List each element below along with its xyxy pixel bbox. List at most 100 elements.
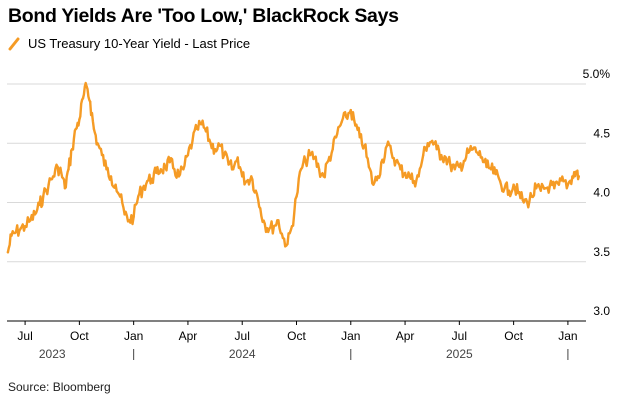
data-point [81,97,85,100]
data-point [516,191,520,195]
data-point [47,183,50,186]
data-point [259,207,262,210]
y-axis-ticks: 5.0% 4.5 4.0 3.5 3.0 [583,67,611,318]
data-point [476,151,479,154]
data-point [412,180,416,183]
data-point [19,227,22,230]
source-note: Source: Bloomberg [8,380,111,394]
data-point [431,139,434,143]
data-point [182,168,185,171]
data-point [213,148,217,151]
y-tick-label: 3.0 [593,304,610,318]
data-point [277,219,280,222]
data-point [399,168,402,171]
x-tick-label: Jul [235,329,250,343]
y-tick-label: 3.5 [593,245,610,259]
data-point [557,183,561,186]
data-point [127,219,131,222]
data-point [241,175,244,178]
legend-label: US Treasury 10-Year Yield - Last Price [28,36,251,51]
data-point [137,195,140,198]
data-point [485,165,488,169]
data-point [100,153,104,157]
data-point [363,144,366,147]
data-point [60,171,63,175]
data-point [78,118,81,121]
x-tick-label: Apr [396,329,415,343]
data-point [467,151,470,154]
data-point [539,189,542,192]
data-point [204,130,208,133]
data-point [317,168,321,171]
data-point [408,175,411,178]
data-point [403,171,407,175]
y-tick-label: 4.5 [593,126,610,140]
data-point [272,225,276,228]
data-point [381,158,384,161]
data-point [38,203,41,207]
year-label: 2024 [229,347,256,361]
data-point [70,148,74,151]
data-point [440,153,443,157]
data-point [96,142,99,145]
data-point [394,159,398,163]
data-point [553,187,556,190]
data-point [191,139,194,143]
data-point [286,242,289,246]
data-point [345,116,348,119]
data-point [186,153,190,157]
data-point [435,148,438,151]
x-tick-label: Apr [179,329,198,343]
data-point [168,161,171,164]
data-point [530,195,533,198]
data-point [51,175,55,178]
data-point [453,168,456,171]
data-point [308,153,312,157]
data-point [109,175,113,178]
data-point [123,213,126,216]
data-point [358,136,361,139]
data-point [281,236,285,240]
year-label: 2025 [446,347,473,361]
data-point [544,187,547,190]
data-point [426,142,429,145]
data-point [173,168,176,171]
data-point [232,168,235,171]
data-point [390,151,393,154]
data-point [354,124,357,127]
data-point [458,165,461,169]
data-point [535,187,538,190]
data-point [164,165,167,169]
data-point [132,215,135,218]
chart-title: Bond Yields Are 'Too Low,' BlackRock Say… [8,5,399,27]
data-point [14,230,18,234]
x-tick-label: Oct [287,329,306,343]
data-point [331,148,334,151]
x-tick-label: Jan [124,329,143,343]
data-point [462,159,466,163]
data-point [521,198,524,202]
data-point [227,163,230,166]
data-point [250,175,253,178]
data-point [195,127,199,131]
x-tick-label: Oct [70,329,89,343]
data-point [29,219,32,222]
data-point [417,175,420,178]
data-point [42,195,45,198]
data-point [562,180,565,183]
data-point [376,175,380,178]
legend: US Treasury 10-Year Yield - Last Price [8,36,250,51]
data-point [114,183,117,186]
data-point [503,187,506,190]
data-point [89,100,92,104]
data-point [155,171,158,175]
data-point [63,187,67,190]
data-point [56,165,59,169]
data-point [85,85,88,88]
x-tick-label: Jul [17,329,32,343]
data-point [526,201,529,204]
data-point [245,180,248,183]
y-tick-label: 5.0% [583,67,611,81]
data-point [336,132,339,135]
